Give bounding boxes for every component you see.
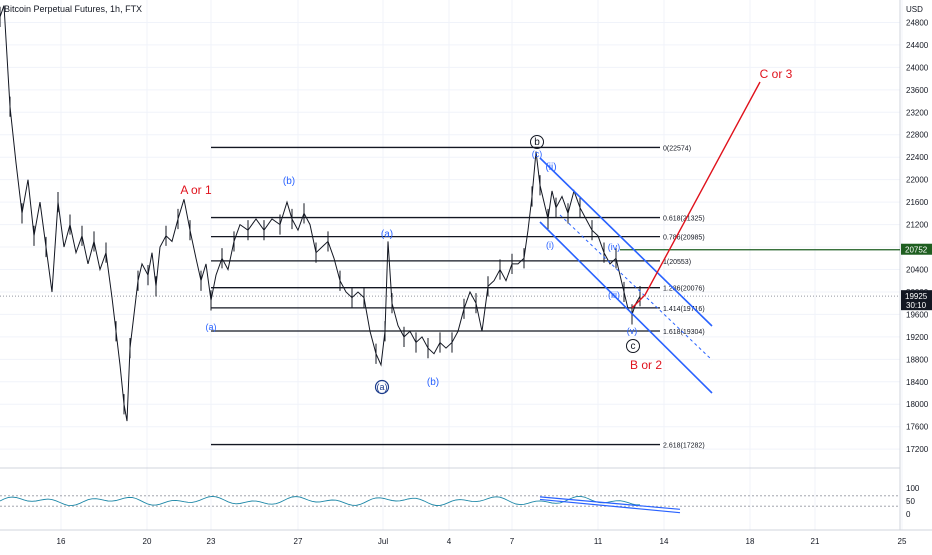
x-tick-label: 20: [143, 537, 152, 546]
x-tick-label: 16: [57, 537, 66, 546]
wave-label-circle: [374, 379, 390, 395]
y-tick-label: 17600: [906, 423, 929, 432]
y-tick-label: 22800: [906, 131, 929, 140]
chart-title: Bitcoin Perpetual Futures, 1h, FTX: [4, 4, 143, 14]
oscillator-line: [0, 495, 640, 507]
y-tick-label: 23200: [906, 108, 929, 117]
fib-level-label: 1.236(20076): [663, 286, 705, 293]
wave-label: A or 1: [180, 183, 212, 197]
x-tick-label: 27: [294, 537, 303, 546]
channel-upper-line: [539, 157, 713, 327]
x-tick-label: 23: [207, 537, 216, 546]
x-tick-label: 21: [811, 537, 820, 546]
wave-label-circle: [626, 339, 640, 353]
x-tick-label: 25: [898, 537, 907, 546]
y-tick-label: 24000: [906, 63, 929, 72]
wave-label: (b): [427, 377, 439, 388]
oscillator-trend-lower: [539, 498, 681, 514]
wave-label: (i): [546, 240, 554, 250]
wave-label: c: [631, 341, 636, 352]
y-tick-label: 17200: [906, 445, 929, 454]
wave-label: (v): [627, 326, 638, 336]
oscillator-tick-label: 0: [906, 510, 911, 519]
y-tick-label: 21200: [906, 221, 929, 230]
x-tick-label: 14: [660, 537, 669, 546]
x-tick-label: 11: [594, 537, 603, 546]
fib-level-label: 0(22574): [663, 145, 691, 152]
price-badge: [901, 290, 932, 311]
wave-label: (a): [206, 322, 217, 332]
wave-label: (a): [377, 382, 388, 392]
wave-label: (iii): [608, 290, 620, 300]
oscillator-tick-label: 100: [906, 484, 920, 493]
wave-label: B or 2: [630, 358, 662, 372]
x-tick-label: 18: [746, 537, 755, 546]
y-tick-label: 21600: [906, 198, 929, 207]
wave-label: b: [534, 137, 540, 148]
y-tick-label: 18000: [906, 400, 929, 409]
price-badge-label: 20752: [905, 246, 928, 255]
x-tick-label: 4: [447, 537, 452, 546]
y-tick-label: 18800: [906, 355, 929, 364]
y-tick-label: 18400: [906, 378, 929, 387]
wave-label: (b): [283, 176, 295, 187]
x-tick-label: Jul: [378, 537, 388, 546]
price-badge: [901, 243, 932, 255]
wave-label: (c): [532, 149, 543, 159]
fib-level-label: 0.618(21325): [663, 216, 705, 223]
y-tick-label: 19600: [906, 310, 929, 319]
wave-label: (iv): [608, 242, 621, 252]
y-tick-label: 24400: [906, 41, 929, 50]
y-tick-label: 23600: [906, 86, 929, 95]
wave-label-circle: [530, 135, 544, 149]
fib-level-label: 0.786(20985): [663, 235, 705, 242]
y-tick-label: 19200: [906, 333, 929, 342]
channel-lower-line: [539, 221, 713, 394]
oscillator-trend-upper: [539, 496, 681, 510]
wave-label: (ii): [545, 162, 556, 173]
y-tick-label: 22000: [906, 176, 929, 185]
y-tick-label: 22400: [906, 153, 929, 162]
price-badge-label: 19925: [905, 292, 928, 301]
oscillator-tick-label: 50: [906, 497, 915, 506]
x-tick-label: 7: [510, 537, 515, 546]
price-line: [0, 5, 641, 422]
y-tick-label: 20400: [906, 265, 929, 274]
wave-label: (a): [381, 229, 393, 240]
fib-level-label: 1(20553): [663, 259, 691, 266]
currency-label: USD: [906, 5, 923, 14]
channel-mid-line: [559, 214, 713, 361]
price-badge-countdown: 30:10: [906, 301, 927, 310]
projection-line: [631, 81, 761, 309]
y-tick-label: 24800: [906, 18, 929, 27]
wave-label: C or 3: [760, 67, 793, 81]
fib-level-label: 2.618(17282): [663, 443, 705, 450]
fib-level-label: 1.414(19716): [663, 306, 705, 313]
